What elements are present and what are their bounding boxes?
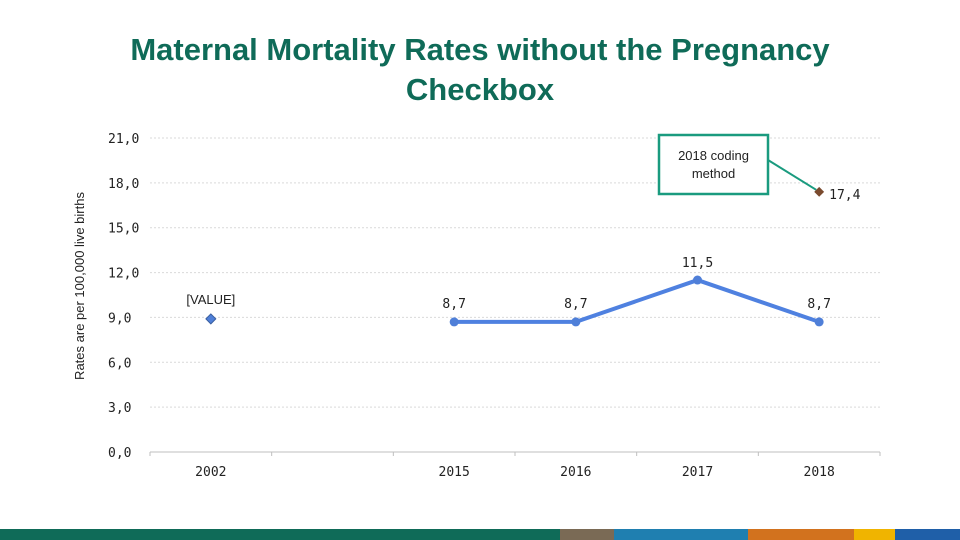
data-label: 8,7 — [807, 297, 830, 312]
y-tick-label: 6,0 — [108, 356, 131, 371]
footer-color-segment — [894, 529, 960, 540]
y-tick-label: 18,0 — [108, 177, 139, 192]
footer-color-segment — [613, 529, 748, 540]
data-point — [814, 317, 824, 327]
x-tick-label: 2016 — [560, 465, 591, 480]
footer-color-segment — [559, 529, 614, 540]
y-tick-label: 3,0 — [108, 401, 131, 416]
data-label: 8,7 — [564, 297, 587, 312]
data-point — [205, 313, 217, 325]
annotation-text: 2018 coding — [678, 148, 749, 163]
x-tick-label: 2002 — [195, 465, 226, 480]
y-tick-label: 9,0 — [108, 311, 131, 326]
annotation-text: method — [692, 166, 735, 181]
data-label: [VALUE] — [186, 292, 235, 307]
annotation-box — [657, 133, 770, 196]
chart-title-line-2: Checkbox — [405, 72, 555, 107]
footer-color-segment — [0, 529, 560, 540]
data-point-2018-coding — [814, 186, 825, 197]
y-tick-label: 12,0 — [108, 267, 139, 282]
data-point — [693, 275, 702, 285]
data-label: 11,5 — [682, 256, 713, 271]
data-label: 8,7 — [442, 297, 465, 312]
data-point — [571, 317, 581, 327]
footer-color-bar — [0, 529, 960, 540]
series-line — [454, 278, 820, 324]
y-tick-label: 21,0 — [108, 132, 139, 147]
data-label-2018-coding: 17,4 — [829, 188, 860, 203]
y-tick-label: 15,0 — [108, 222, 139, 237]
annotation-leader-line — [767, 159, 817, 191]
x-tick-label: 2018 — [804, 465, 835, 480]
x-tick-label: 2015 — [439, 465, 470, 480]
chart-title: Maternal Mortality Rates without the Pre… — [80, 30, 880, 110]
footer-color-segment — [747, 529, 855, 540]
data-point — [449, 317, 459, 327]
y-tick-label: 0,0 — [108, 446, 131, 461]
footer-color-segment — [854, 529, 895, 540]
chart-title-line-1: Maternal Mortality Rates without the Pre… — [130, 32, 830, 67]
x-tick-label: 2017 — [682, 465, 713, 480]
y-axis-label: Rates are per 100,000 live births — [72, 192, 87, 380]
